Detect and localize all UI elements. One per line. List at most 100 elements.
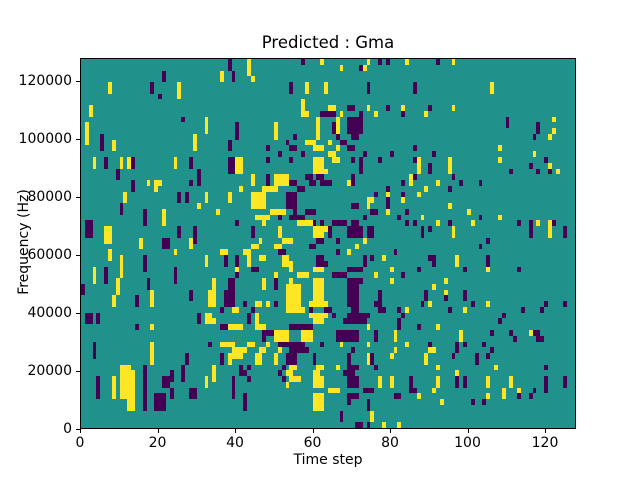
heatmap-cell: [378, 376, 383, 382]
heatmap-cell: [258, 237, 263, 244]
x-tick-label: 40: [226, 435, 244, 451]
heatmap-cell: [289, 347, 309, 354]
heatmap-cell: [131, 157, 136, 163]
heatmap-cell: [551, 128, 556, 134]
heatmap-cell: [347, 301, 359, 307]
heatmap-cell: [366, 87, 371, 94]
heatmap-cell: [92, 157, 97, 163]
heatmap-cell: [428, 105, 433, 111]
heatmap-cell: [528, 393, 533, 400]
y-tick-mark: [76, 197, 80, 199]
heatmap-cell: [424, 289, 429, 296]
heatmap-cell: [436, 59, 440, 65]
heatmap-cell: [111, 139, 116, 146]
heatmap-cell: [412, 220, 417, 227]
heatmap-cell: [409, 180, 413, 186]
heatmap-cell: [331, 272, 348, 279]
heatmap-cell: [273, 335, 290, 342]
heatmap-cell: [424, 295, 429, 302]
heatmap-cell: [196, 180, 201, 186]
heatmap-cell: [347, 312, 371, 319]
heatmap-cell: [185, 353, 190, 359]
heatmap-cell: [208, 341, 213, 348]
heatmap-cell: [189, 180, 193, 186]
heatmap-cell: [119, 203, 124, 209]
heatmap-cell: [142, 393, 147, 400]
heatmap-cell: [416, 168, 421, 175]
heatmap-cell: [243, 404, 247, 411]
heatmap-cell: [385, 203, 390, 209]
heatmap-cell: [111, 301, 116, 307]
heatmap-cell: [347, 122, 363, 129]
heatmap-cell: [362, 237, 367, 244]
heatmap-cell: [142, 255, 147, 261]
y-tick-mark: [76, 81, 80, 83]
heatmap-cell: [505, 116, 510, 123]
heatmap-cell: [304, 87, 309, 94]
heatmap-cell: [436, 381, 440, 388]
heatmap-cell: [339, 341, 344, 348]
heatmap-cell: [115, 283, 120, 290]
heatmap-cell: [108, 249, 112, 256]
heatmap-cell: [285, 301, 301, 307]
heatmap-cell: [347, 249, 352, 256]
heatmap-cell: [243, 393, 247, 400]
heatmap-cell: [412, 82, 417, 88]
heatmap-cell: [370, 353, 375, 359]
heatmap-cell: [374, 301, 383, 307]
heatmap-cell: [366, 324, 371, 330]
heatmap-cell: [443, 295, 448, 302]
heatmap-cell: [239, 364, 244, 371]
heatmap-cell: [420, 226, 425, 232]
heatmap-cell: [351, 133, 359, 140]
heatmap-cell: [142, 208, 147, 215]
heatmap-cell: [447, 168, 452, 175]
heatmap-cell: [478, 180, 483, 186]
heatmap-cell: [470, 301, 475, 307]
heatmap-cell: [96, 312, 101, 319]
heatmap-cell: [231, 70, 236, 77]
heatmap-cell: [563, 376, 568, 382]
heatmap-cell: [316, 364, 325, 371]
heatmap-cell: [355, 422, 363, 428]
x-tick-label: 120: [531, 435, 559, 451]
x-tick-label: 60: [303, 435, 322, 451]
heatmap-cell: [223, 255, 228, 261]
heatmap-cell: [196, 203, 201, 209]
heatmap-cell: [88, 105, 93, 111]
heatmap-cell: [212, 283, 217, 290]
heatmap-cell: [358, 157, 363, 163]
heatmap-cell: [123, 197, 128, 204]
heatmap-cell: [459, 329, 464, 336]
heatmap-cell: [393, 347, 398, 354]
heatmap-cell: [347, 376, 359, 382]
heatmap-cell: [250, 197, 267, 204]
heatmap-cell: [181, 370, 186, 377]
heatmap-cell: [285, 295, 301, 302]
heatmap-cell: [362, 214, 367, 221]
heatmap-cell: [204, 191, 209, 198]
heatmap-cell: [111, 295, 116, 302]
heatmap-cell: [374, 191, 379, 198]
heatmap-cell: [262, 283, 267, 290]
heatmap-cell: [447, 220, 452, 227]
heatmap-cell: [104, 162, 109, 169]
heatmap-cell: [285, 353, 298, 359]
heatmap-cell: [393, 335, 398, 342]
heatmap-cell: [451, 59, 456, 65]
heatmap-cell: [135, 295, 139, 302]
heatmap-cell: [362, 64, 367, 71]
heatmap-cell: [324, 82, 328, 88]
x-tick-mark: [312, 429, 314, 433]
heatmap-cell: [154, 399, 166, 405]
heatmap-cell: [490, 82, 494, 88]
heatmap-cell: [409, 387, 417, 394]
heatmap-cell: [366, 353, 371, 359]
heatmap-cell: [289, 180, 298, 186]
heatmap-cell: [478, 243, 483, 250]
heatmap-cell: [150, 347, 155, 354]
heatmap-cell: [397, 422, 402, 428]
heatmap-cell: [92, 272, 97, 279]
heatmap-cell: [285, 381, 290, 388]
